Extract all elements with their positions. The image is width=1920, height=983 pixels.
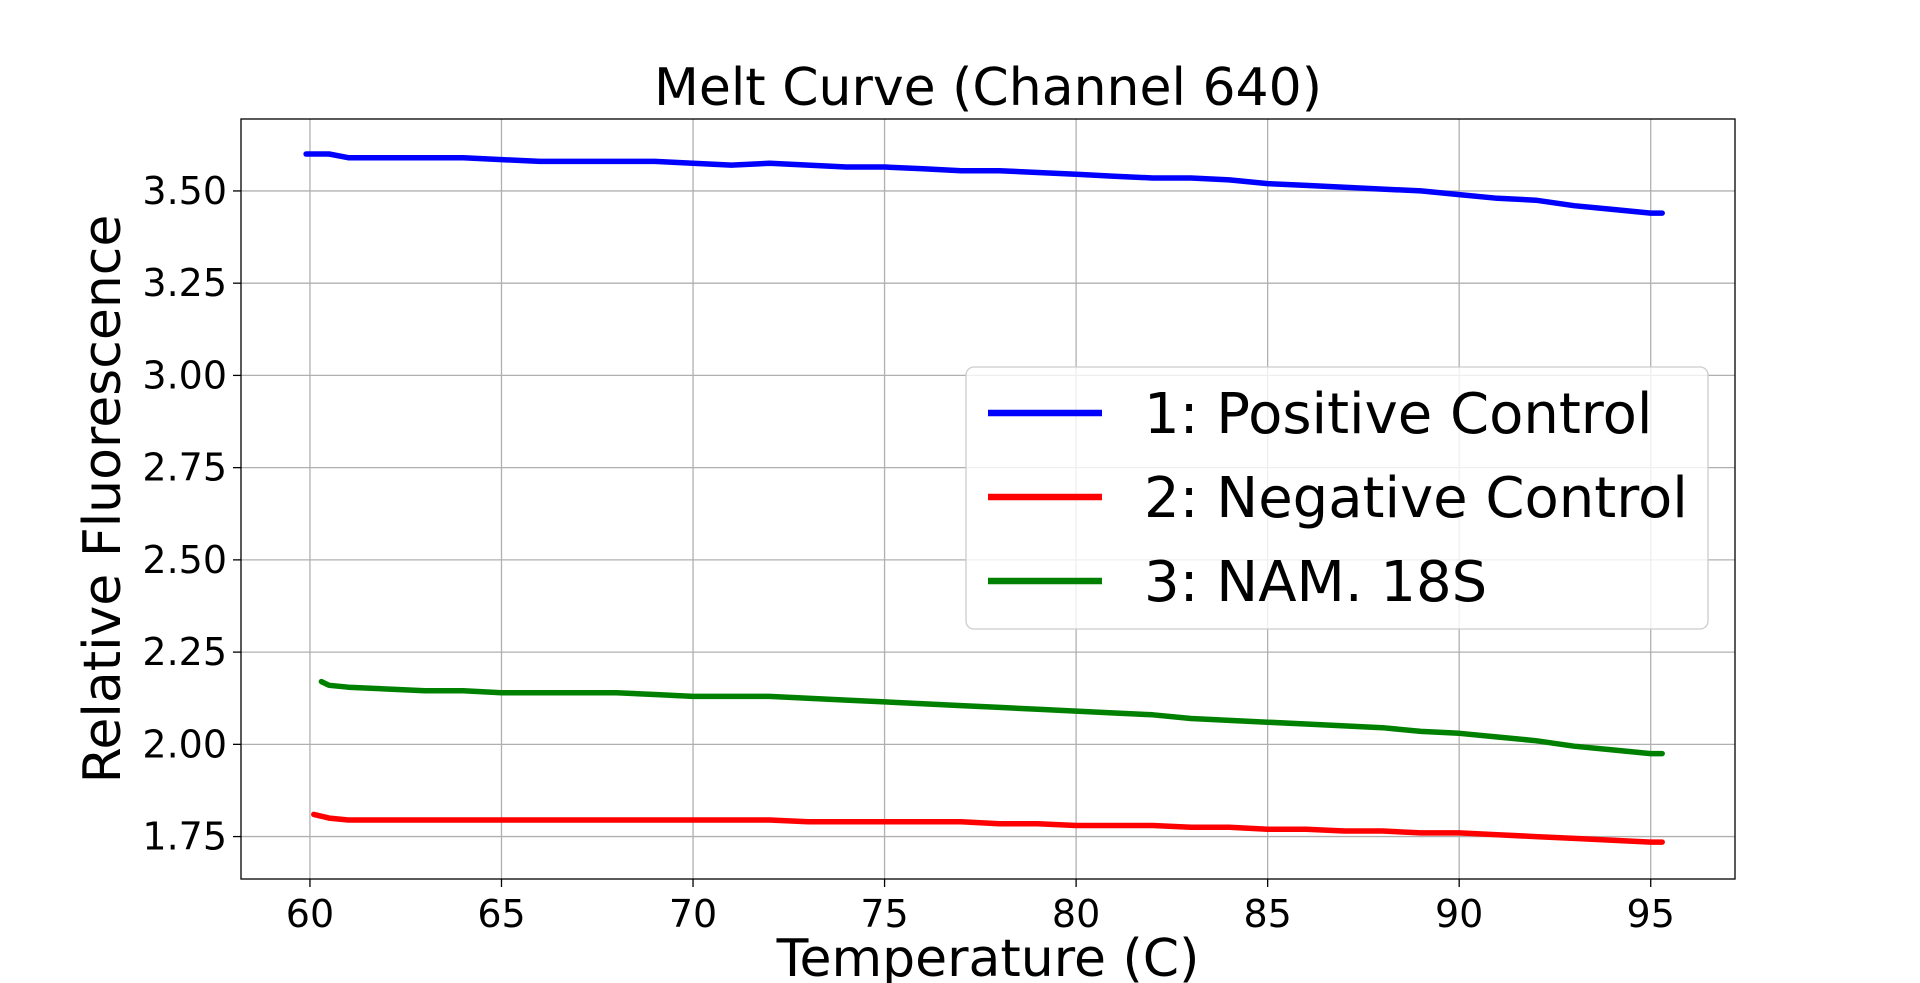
axis-ticks: 60 65 70 75 80 85 90 95 1.75 2.00 2.25 2.50 2.75 3.00…: [142, 169, 1675, 936]
x-tick-label: 65: [477, 892, 525, 936]
plot-frame: [240, 118, 1736, 880]
y-tick-label: 2.00: [142, 722, 227, 766]
x-axis-label: Temperature (C): [776, 929, 1200, 983]
x-tick-label: 60: [286, 892, 334, 936]
x-tick-label: 85: [1243, 892, 1291, 936]
y-axis-label: Relative Fluorescence: [73, 215, 133, 784]
series-line-1: [303, 151, 1665, 216]
y-tick-label: 2.50: [142, 538, 227, 582]
chart-title: Melt Curve (Channel 640): [654, 58, 1322, 118]
x-tick-label: 70: [669, 892, 717, 936]
y-tick-label: 3.00: [142, 353, 227, 397]
series-line-3: [318, 678, 1665, 757]
legend-label-1: 1: Positive Control: [1144, 382, 1652, 447]
x-tick-label: 95: [1627, 892, 1675, 936]
y-tick-label: 1.75: [142, 815, 227, 859]
x-tick-label: 90: [1435, 892, 1483, 936]
legend: 1: Positive Control 2: Negative Control 3:…: [965, 366, 1709, 630]
legend-box: [965, 366, 1709, 630]
x-tick-label: 80: [1052, 892, 1100, 936]
legend-label-2: 2: Negative Control: [1144, 466, 1688, 531]
legend-label-3: 3: NAM. 18S: [1144, 550, 1487, 615]
series-line-2: [311, 811, 1665, 845]
y-tick-label: 2.25: [142, 630, 227, 674]
y-tick-label: 3.50: [142, 169, 227, 213]
series-lines: [303, 151, 1665, 845]
y-tick-label: 2.75: [142, 446, 227, 490]
x-tick-label: 75: [860, 892, 908, 936]
y-tick-label: 3.25: [142, 261, 227, 305]
